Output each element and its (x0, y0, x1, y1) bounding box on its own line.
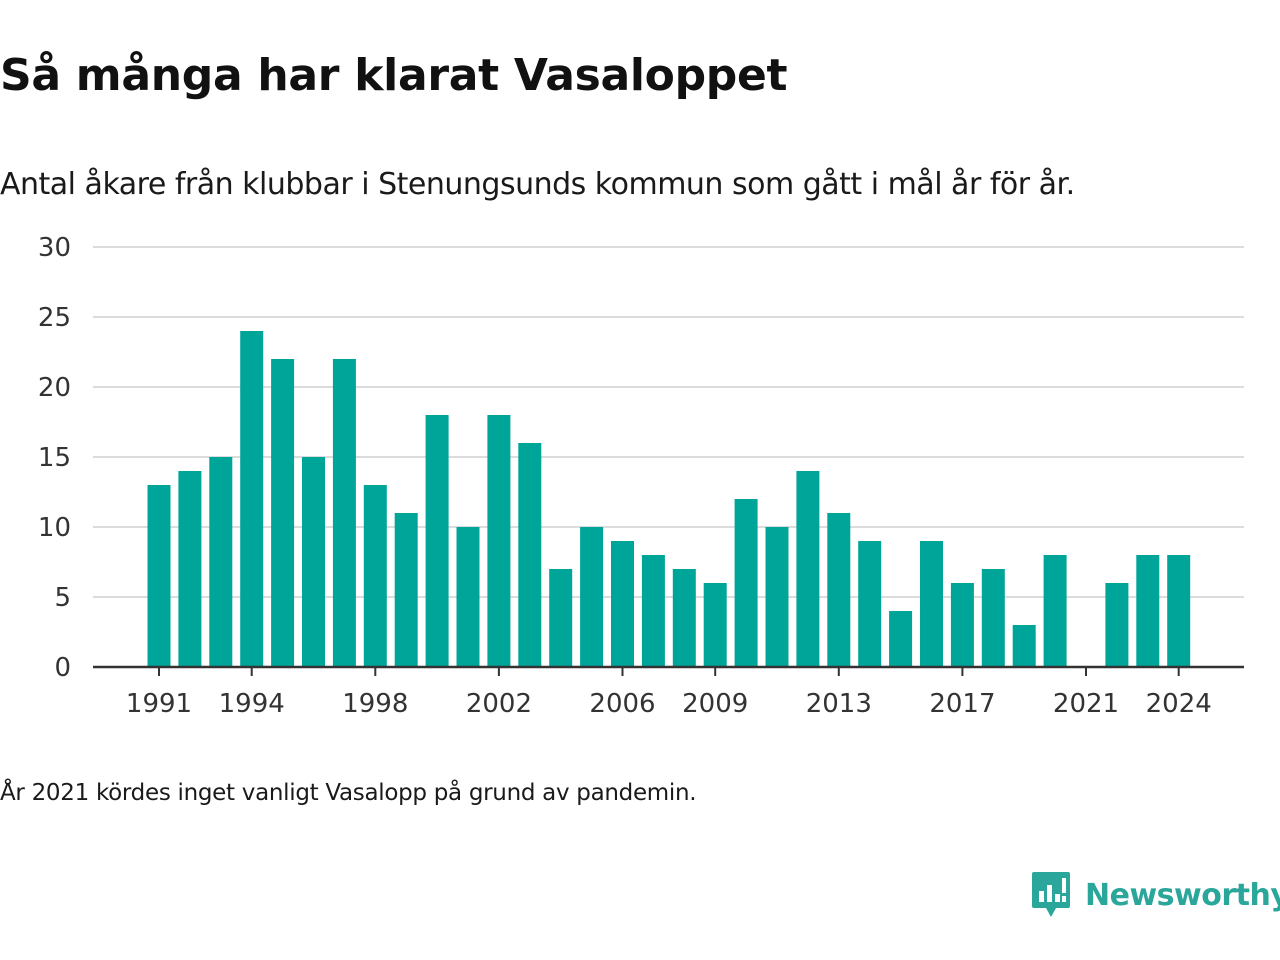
bar (1167, 555, 1191, 667)
bar (240, 331, 264, 667)
footnote: År 2021 kördes inget vanligt Vasalopp på… (0, 780, 697, 806)
y-tick-label: 0 (54, 653, 71, 683)
x-tick-label: 2002 (466, 689, 532, 719)
bar (487, 415, 511, 667)
gridlines (93, 246, 1244, 598)
y-tick-label: 25 (38, 303, 71, 333)
x-tick-label: 1998 (342, 689, 408, 719)
bar (425, 415, 449, 667)
bar (858, 541, 882, 667)
y-tick-label: 10 (38, 513, 71, 543)
bar (796, 471, 820, 667)
bar (549, 569, 573, 667)
bars (147, 331, 1191, 667)
newsworthy-chart-icon (1032, 872, 1070, 917)
y-tick-label: 15 (38, 443, 71, 473)
bar (827, 513, 851, 667)
bar (734, 499, 758, 667)
bar (765, 527, 789, 667)
bar (1105, 583, 1129, 667)
bar (611, 541, 634, 667)
chart-subtitle: Antal åkare från klubbar i Stenungsunds … (0, 167, 1075, 202)
y-tick-label: 30 (38, 233, 71, 263)
bar (1012, 625, 1036, 667)
bar (302, 457, 325, 667)
x-tick-label: 1994 (219, 689, 285, 719)
bar (178, 471, 202, 667)
x-tick-label: 2013 (806, 689, 872, 719)
bar (950, 583, 974, 667)
y-axis-ticks: 0 5 10 15 20 25 30 (38, 233, 71, 683)
bar (889, 611, 913, 667)
x-tick-label: 2009 (682, 689, 748, 719)
x-tick-label: 1991 (126, 689, 192, 719)
bar (271, 359, 295, 667)
brand-logo: Newsworthy (1031, 868, 1280, 922)
y-tick-label: 5 (54, 583, 71, 613)
x-tick-label: 2017 (929, 689, 995, 719)
bar (456, 527, 480, 667)
bar (394, 513, 418, 667)
bar (1136, 555, 1160, 667)
bar (580, 527, 604, 667)
bar (981, 569, 1005, 667)
x-tick-label: 2006 (589, 689, 655, 719)
bar (209, 457, 233, 667)
bar (641, 555, 665, 667)
bar-chart: 0 5 10 15 20 25 30 1991 1994 1998 2002 2006 2009 201… (38, 233, 1244, 719)
chart-title: Så många har klarat Vasaloppet (0, 50, 788, 101)
bar (363, 485, 387, 667)
x-tick-label: 2021 (1053, 689, 1119, 719)
x-tick-label: 2024 (1146, 689, 1212, 719)
bar (672, 569, 696, 667)
brand-name: Newsworthy (1085, 877, 1280, 913)
y-tick-label: 20 (38, 373, 71, 403)
bar (920, 541, 943, 667)
bar (332, 359, 356, 667)
bar (518, 443, 542, 667)
x-axis-ticks: 1991 1994 1998 2002 2006 2009 2013 2017 2021 2024 (126, 667, 1212, 719)
bar (703, 583, 727, 667)
bar (147, 485, 171, 667)
bar (1043, 555, 1067, 667)
